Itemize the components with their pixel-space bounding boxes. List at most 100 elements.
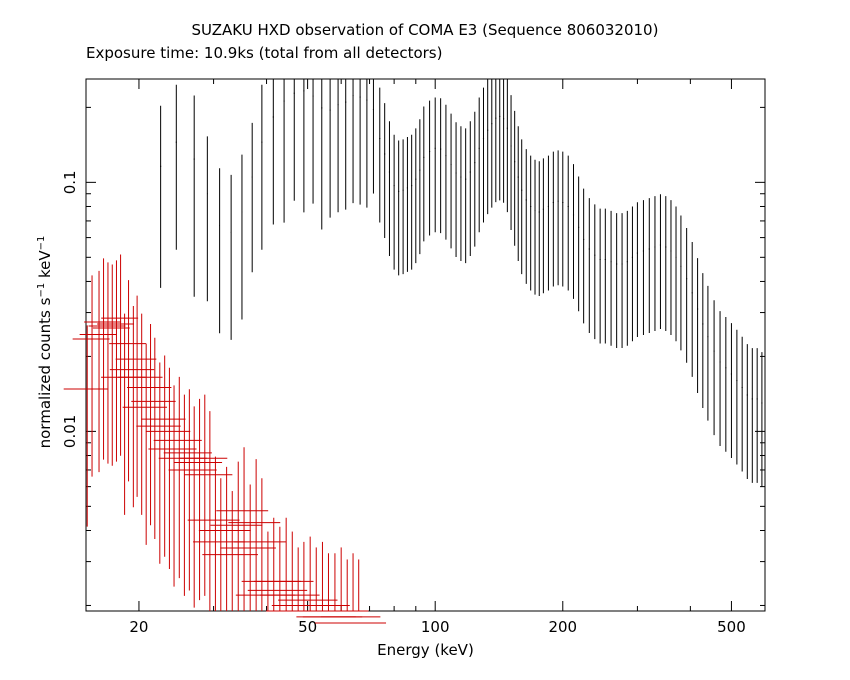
data-point <box>247 526 308 611</box>
data-point <box>141 355 186 557</box>
data-point <box>751 348 753 483</box>
data-point <box>115 295 157 497</box>
data-point <box>725 316 727 452</box>
data-point <box>359 79 361 205</box>
data-point <box>588 198 590 333</box>
data-point <box>254 517 314 611</box>
data-point <box>482 87 485 223</box>
data-point <box>122 343 168 545</box>
data-point <box>478 97 480 233</box>
data-point <box>465 128 467 264</box>
series-0 <box>160 79 763 487</box>
data-point <box>434 97 436 233</box>
data-point <box>746 344 748 479</box>
data-point <box>631 206 633 342</box>
data-point <box>187 456 240 611</box>
data-point <box>148 385 197 587</box>
data-point <box>736 329 738 465</box>
data-point <box>326 559 387 624</box>
data-point <box>741 336 743 472</box>
y-tick-label: 0.1 <box>61 170 79 194</box>
data-point <box>97 260 135 462</box>
data-point <box>175 84 177 250</box>
data-point <box>474 111 476 247</box>
data-point <box>567 155 569 291</box>
data-point <box>415 128 417 264</box>
x-tick-label: 50 <box>298 618 317 636</box>
data-point <box>604 208 606 344</box>
data-point <box>145 367 191 570</box>
data-point <box>163 389 212 591</box>
data-point <box>761 352 763 487</box>
data-point <box>345 79 347 210</box>
data-point <box>534 159 536 295</box>
data-point <box>131 337 176 540</box>
data-point <box>469 121 471 257</box>
data-point <box>372 79 374 194</box>
data-point <box>411 134 413 270</box>
data-point <box>697 258 699 394</box>
data-point <box>583 188 585 324</box>
data-point <box>309 547 369 612</box>
data-point <box>206 136 208 302</box>
data-point <box>63 325 109 527</box>
data-point <box>393 134 395 270</box>
data-point <box>621 213 623 348</box>
data-point <box>219 168 221 334</box>
plot-frame <box>85 78 766 612</box>
data-point <box>610 210 612 346</box>
data-point <box>160 105 162 288</box>
data-point <box>455 122 457 258</box>
data-point <box>542 158 544 294</box>
data-point <box>127 323 172 526</box>
data-point <box>538 161 540 297</box>
data-point <box>79 270 117 473</box>
data-point <box>379 87 381 223</box>
data-point <box>499 79 501 201</box>
data-point <box>594 204 596 340</box>
data-point <box>241 154 243 320</box>
data-point <box>312 79 314 204</box>
data-point <box>293 79 295 201</box>
data-point <box>198 466 251 611</box>
data-point <box>450 113 452 249</box>
data-point <box>320 553 381 618</box>
x-tick-label: 500 <box>717 618 746 636</box>
data-point <box>419 119 421 255</box>
y-tick-label: 0.01 <box>61 415 79 448</box>
data-point <box>429 100 431 236</box>
data-point <box>756 348 758 483</box>
data-point <box>686 227 688 363</box>
chart-title: SUZAKU HXD observation of COMA E3 (Seque… <box>191 21 659 39</box>
data-point <box>719 311 721 446</box>
data-point <box>303 79 305 213</box>
data-point <box>92 264 130 466</box>
data-point <box>193 95 195 297</box>
data-point <box>654 196 656 331</box>
data-point <box>402 139 404 275</box>
data-point <box>216 447 269 611</box>
data-point <box>578 176 580 312</box>
data-point <box>495 79 497 203</box>
data-point <box>398 140 400 276</box>
data-point <box>109 280 147 482</box>
data-point <box>460 126 462 262</box>
data-point <box>337 79 339 213</box>
data-point <box>521 139 523 275</box>
axis-ticks <box>86 79 766 611</box>
data-point <box>260 531 320 611</box>
data-point <box>173 398 223 601</box>
chart-subtitle: Exposure time: 10.9ks (total from all de… <box>86 44 443 62</box>
data-point <box>202 491 258 611</box>
data-point <box>552 151 554 287</box>
data-point <box>670 200 672 335</box>
data-point <box>616 213 618 348</box>
data-point <box>109 306 155 508</box>
data-point <box>730 323 732 458</box>
data-point <box>230 174 232 340</box>
data-point <box>562 151 564 287</box>
data-point <box>315 559 375 624</box>
data-point <box>626 210 628 346</box>
data-point <box>642 200 645 335</box>
data-point <box>388 121 391 257</box>
